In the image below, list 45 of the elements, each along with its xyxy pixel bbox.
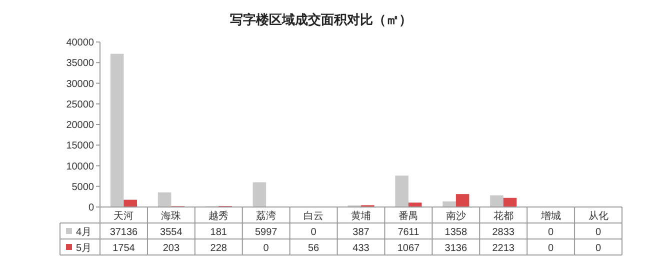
data-label: 56	[308, 243, 320, 254]
y-tick-label: 40000	[66, 38, 94, 48]
y-tick-label: 0	[88, 202, 94, 214]
chart-title: 写字楼区域成交面积对比（㎡）	[230, 12, 412, 27]
y-tick-label: 20000	[66, 120, 94, 131]
legend-label: 5月	[76, 243, 92, 254]
data-label: 0	[263, 243, 270, 254]
data-label: 387	[352, 227, 370, 238]
y-tick-label: 5000	[72, 182, 94, 193]
data-label: 181	[210, 227, 228, 238]
data-label: 433	[352, 243, 370, 254]
y-tick-label: 35000	[66, 58, 94, 70]
data-label: 228	[210, 243, 228, 254]
data-label: 7611	[398, 227, 420, 238]
x-tick-label: 南沙	[446, 210, 466, 222]
x-tick-label: 花都	[493, 210, 514, 222]
data-label: 1754	[112, 243, 136, 254]
data-label: 0	[548, 243, 554, 254]
data-label: 2833	[492, 227, 515, 238]
y-tick-label: 15000	[66, 140, 94, 152]
y-tick-label: 30000	[66, 78, 94, 90]
data-label: 0	[310, 227, 317, 238]
x-tick-label: 天河	[114, 210, 134, 222]
x-tick-label: 荔湾	[256, 210, 276, 222]
x-tick-label: 黄埔	[351, 210, 371, 222]
data-label: 203	[162, 243, 180, 254]
data-label: 2213	[492, 243, 515, 254]
x-tick-label: 从化	[588, 210, 608, 222]
data-label: 5997	[254, 227, 278, 238]
x-tick-label: 越秀	[208, 210, 229, 222]
data-label: 37136	[110, 227, 138, 238]
legend-label: 4月	[76, 227, 92, 238]
data-label: 0	[595, 227, 602, 238]
data-label: 0	[548, 227, 554, 238]
y-tick-label: 10000	[66, 161, 94, 172]
x-tick-label: 增城	[540, 210, 561, 222]
data-label: 0	[595, 243, 602, 254]
data-label: 1358	[444, 227, 468, 238]
x-tick-label: 海珠	[161, 210, 182, 222]
data-label: 3554	[160, 227, 183, 238]
x-tick-label: 番禺	[398, 210, 418, 222]
data-label: 1067	[397, 243, 420, 254]
data-label: 3136	[444, 243, 468, 254]
x-tick-label: 白云	[304, 210, 324, 222]
y-tick-label: 25000	[66, 99, 94, 110]
